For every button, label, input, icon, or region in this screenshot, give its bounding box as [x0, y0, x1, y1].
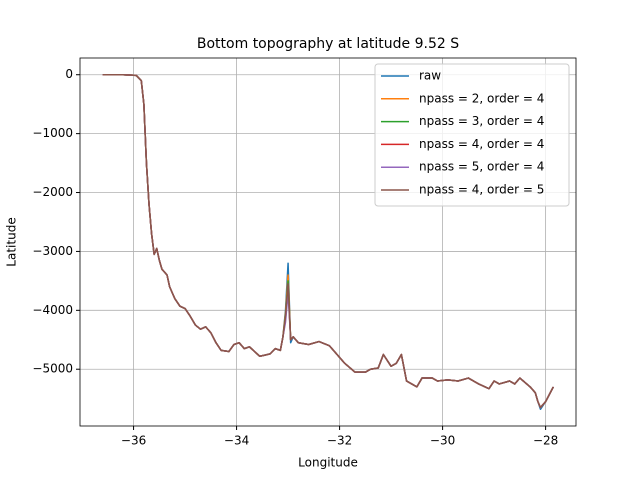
- y-tick-label: −5000: [32, 362, 73, 376]
- legend-label: npass = 3, order = 4: [419, 114, 544, 128]
- plot-frame: [79, 57, 577, 427]
- chart-title: Bottom topography at latitude 9.52 S: [197, 36, 459, 52]
- legend-label: npass = 2, order = 4: [419, 91, 544, 105]
- x-tick-label: −32: [327, 434, 352, 448]
- y-axis-label: Latitude: [5, 217, 19, 266]
- legend: raw npass = 2, order = 4 npass = 3, order …: [374, 63, 570, 207]
- legend-label: npass = 4, order = 4: [419, 137, 544, 151]
- y-tick-label: −1000: [32, 126, 73, 140]
- x-tick-label: −36: [121, 434, 146, 448]
- x-tick-label: −30: [430, 434, 455, 448]
- y-tick-label: −4000: [32, 303, 73, 317]
- y-tick-label: −3000: [32, 244, 73, 258]
- y-tick-label: −2000: [32, 185, 73, 199]
- x-tick-label: −28: [533, 434, 558, 448]
- legend-box: [374, 63, 570, 207]
- y-tick-label: 0: [65, 67, 73, 81]
- series-line: [102, 73, 555, 409]
- legend-label: npass = 4, order = 5: [419, 183, 544, 197]
- legend-label: raw: [419, 69, 441, 83]
- x-axis-label: Longitude: [298, 456, 358, 470]
- legend-label: npass = 5, order = 4: [419, 160, 544, 174]
- x-tick-label: −34: [224, 434, 249, 448]
